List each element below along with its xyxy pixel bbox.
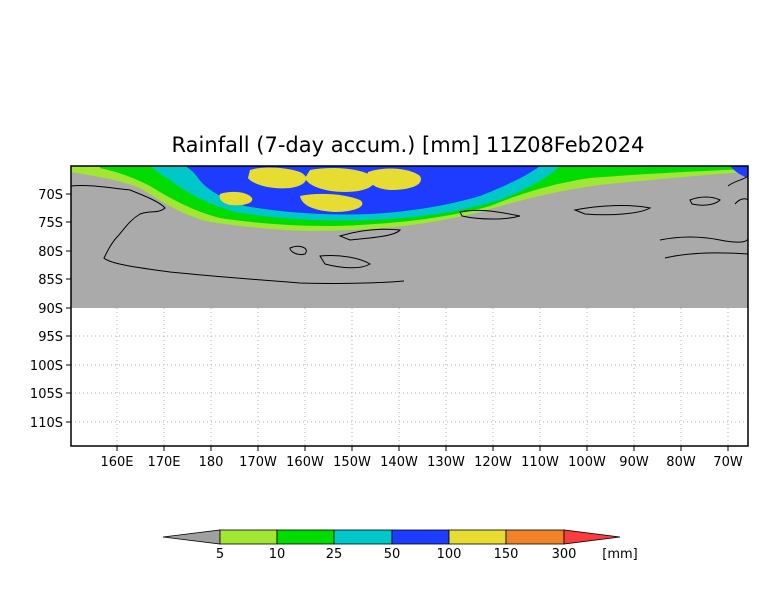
- rain-band-yellow-4: [300, 193, 363, 212]
- lon-label: 160E: [100, 455, 133, 470]
- colorbar-label: 100: [437, 547, 462, 562]
- colorbar-label: 10: [269, 547, 286, 562]
- no-data-region: [71, 308, 748, 446]
- colorbar-swatch: [219, 529, 278, 545]
- lon-label: 130W: [427, 455, 465, 470]
- colorbar-label: 50: [384, 547, 401, 562]
- rain-band-yellow-3: [367, 168, 421, 190]
- lat-label: 100S: [30, 359, 63, 374]
- colorbar-label: 25: [326, 547, 343, 562]
- lon-axis: 160E 170E 180 170W 160W 150W 140W 130W 1…: [100, 446, 743, 470]
- lat-label: 105S: [30, 387, 63, 402]
- lat-label: 110S: [30, 416, 63, 431]
- coastline: [71, 175, 748, 284]
- colorbar-label: 5: [216, 547, 224, 562]
- colorbar: [162, 529, 621, 545]
- colorbar-swatch: [505, 529, 565, 545]
- lon-label: 170W: [239, 455, 277, 470]
- lat-label: 80S: [38, 245, 63, 260]
- lon-label: 140W: [380, 455, 418, 470]
- lon-label: 110W: [521, 455, 559, 470]
- lat-label: 95S: [38, 330, 63, 345]
- colorbar-swatch: [563, 529, 621, 545]
- lon-label: 150W: [333, 455, 371, 470]
- lat-axis: 70S 75S 80S 85S 90S 95S 100S 105S 110S: [30, 188, 71, 431]
- lon-label: 100W: [568, 455, 606, 470]
- grid-lines: [71, 308, 748, 446]
- colorbar-unit: [mm]: [602, 547, 637, 562]
- lat-label: 85S: [38, 273, 63, 288]
- lat-label: 70S: [38, 188, 63, 203]
- colorbar-label: 300: [552, 547, 577, 562]
- lat-label: 90S: [38, 302, 63, 317]
- colorbar-swatch: [391, 529, 450, 545]
- colorbar-swatch: [276, 529, 335, 545]
- map-plot-area: [71, 166, 748, 446]
- lon-label: 90W: [619, 455, 649, 470]
- rain-band-yellow-5: [219, 191, 253, 206]
- lon-label: 160W: [286, 455, 324, 470]
- lon-label: 180: [199, 455, 224, 470]
- colorbar-label: 150: [494, 547, 519, 562]
- rain-band-yellow-1: [248, 167, 307, 189]
- rain-band-yellow-2: [305, 168, 375, 192]
- colorbar-swatch: [333, 529, 393, 545]
- rain-band-blue-east: [730, 166, 748, 178]
- lat-label: 75S: [38, 216, 63, 231]
- lon-label: 170E: [147, 455, 180, 470]
- lon-label: 80W: [666, 455, 696, 470]
- colorbar-swatch: [162, 529, 221, 545]
- lon-label: 120W: [474, 455, 512, 470]
- lon-label: 70W: [713, 455, 743, 470]
- map-frame: [70, 165, 749, 447]
- map-title: Rainfall (7-day accum.) [mm] 11Z08Feb202…: [172, 133, 645, 157]
- colorbar-swatch: [448, 529, 507, 545]
